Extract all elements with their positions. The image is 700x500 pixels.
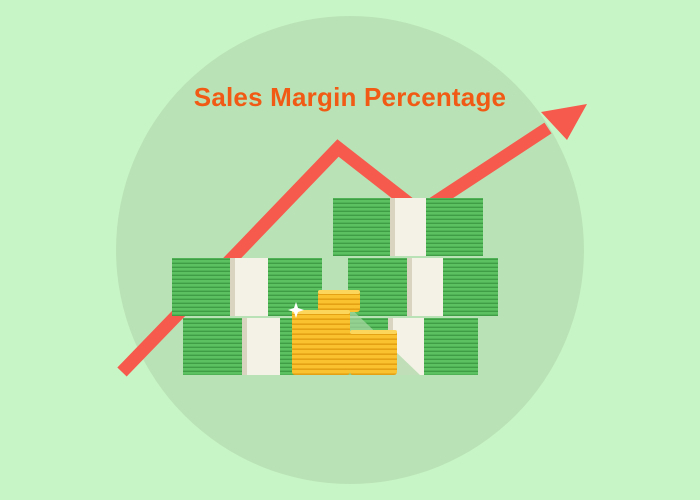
page-title: Sales Margin Percentage [193,82,507,112]
cash-stack-icon [172,258,333,375]
coin-stack-icon [292,290,397,375]
sparkle-icon [288,302,304,318]
